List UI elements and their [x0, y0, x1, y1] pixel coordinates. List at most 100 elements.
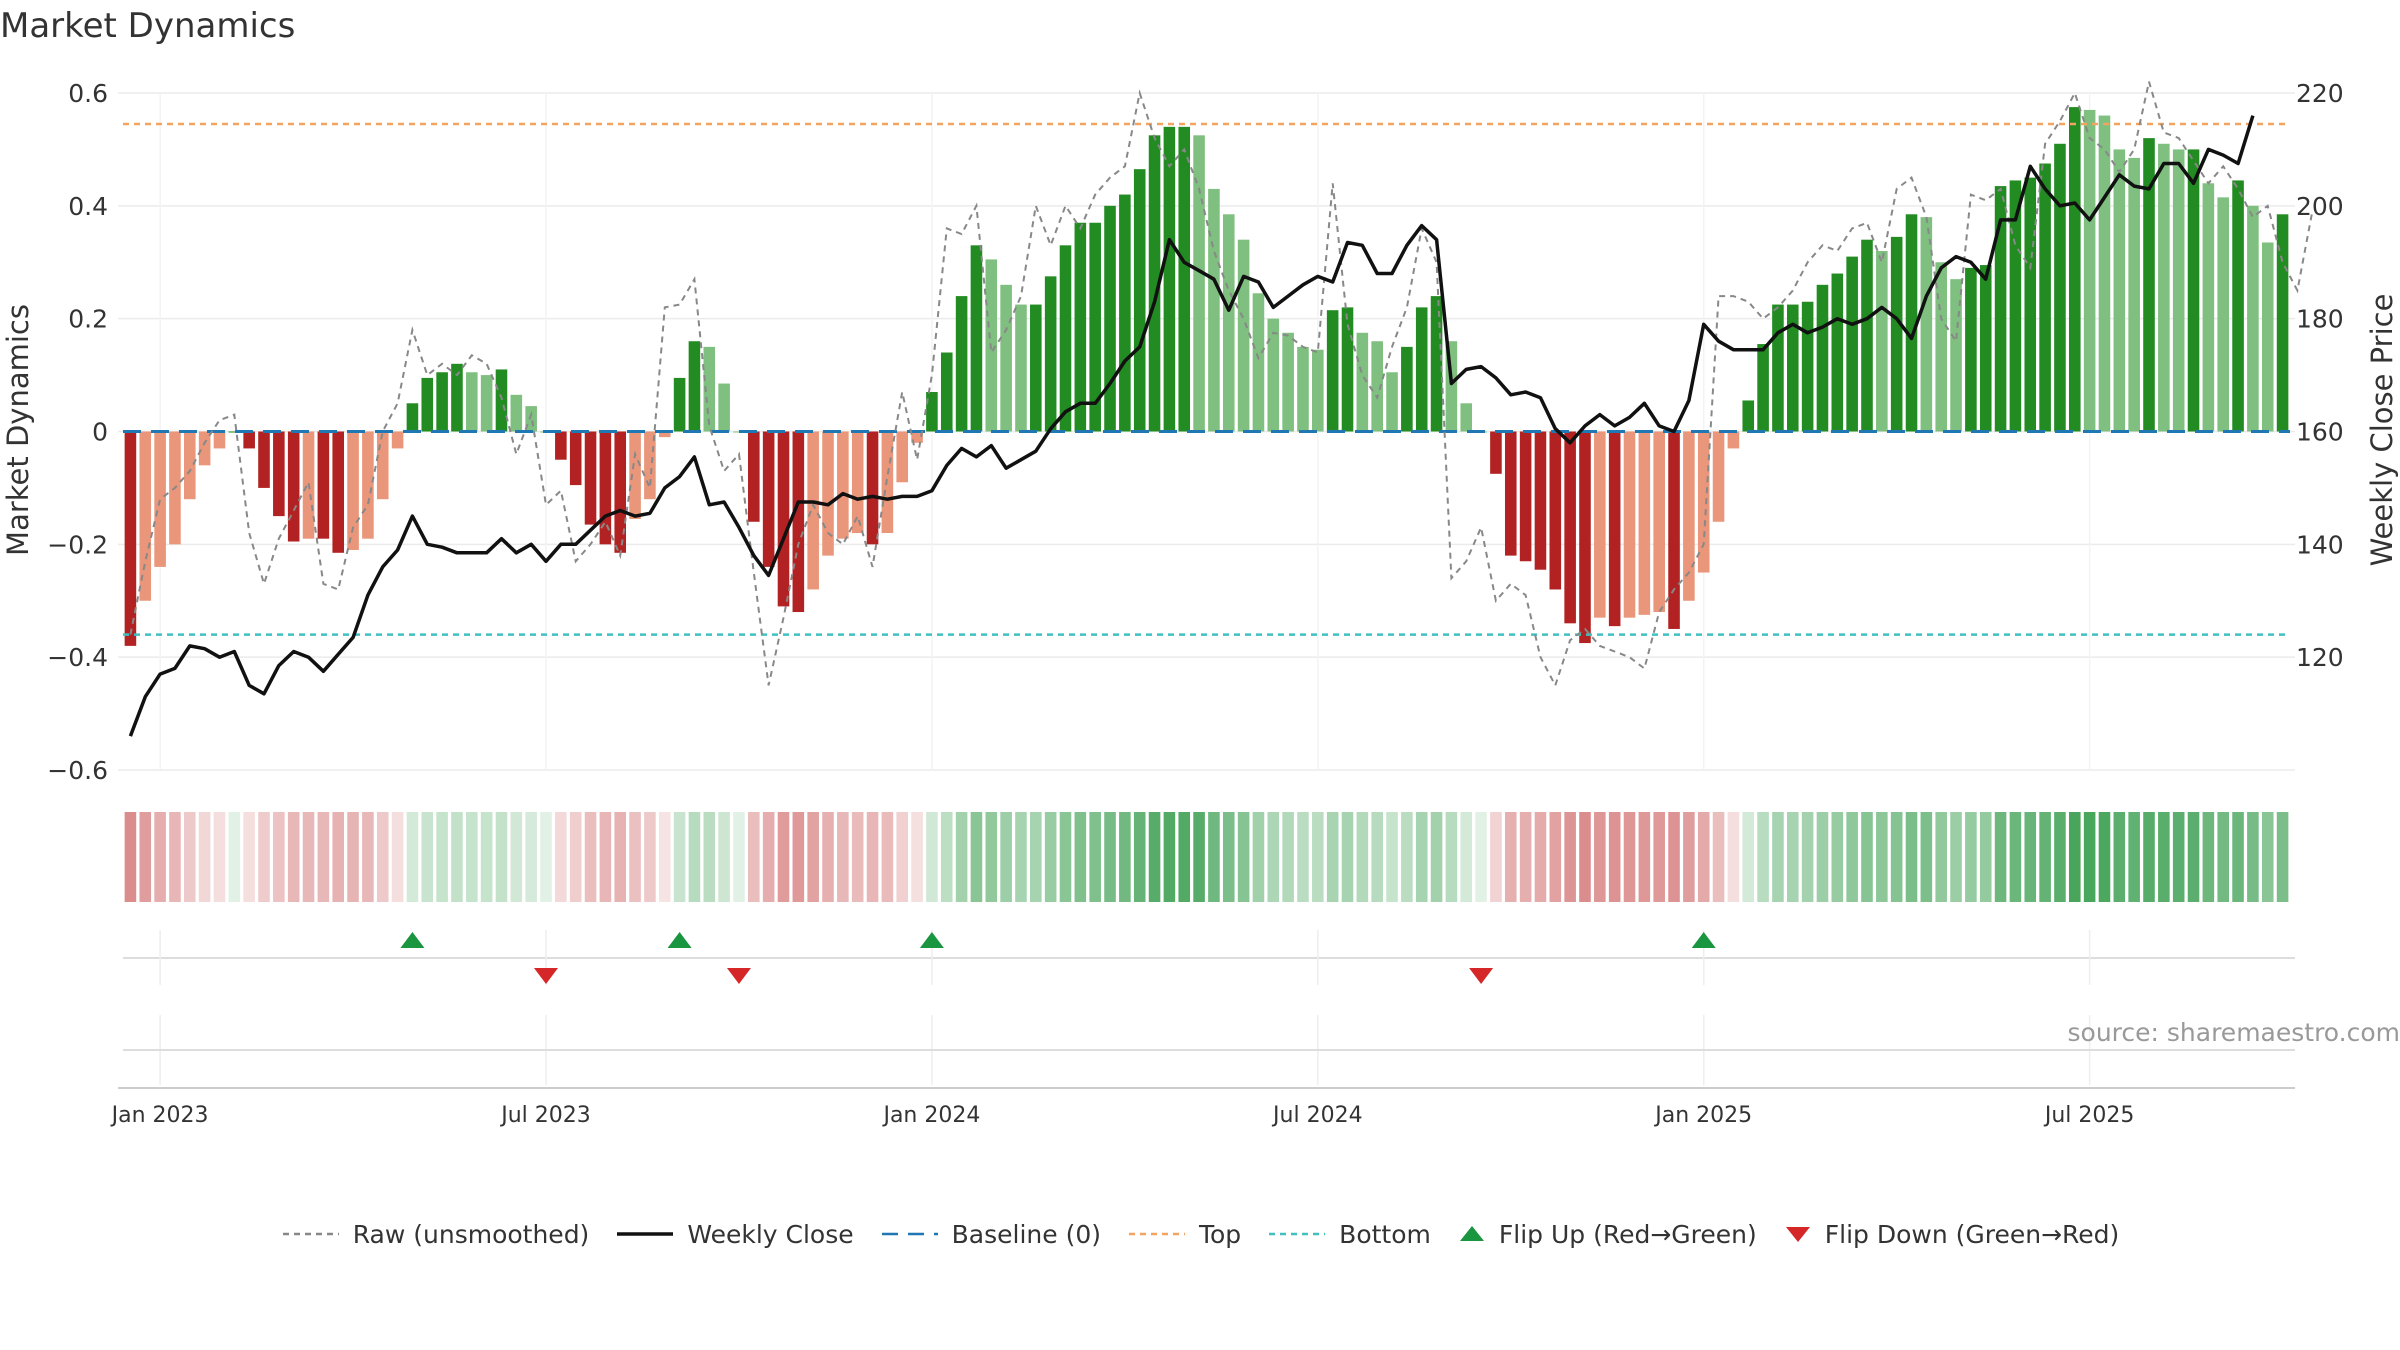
heat-cell	[1994, 812, 2007, 902]
heat-cell	[555, 812, 567, 902]
market-bar	[1920, 217, 1933, 432]
market-bar	[1861, 239, 1873, 432]
heat-cell	[1905, 812, 1918, 902]
market-bar	[1727, 431, 1740, 449]
heat-cell	[2276, 812, 2289, 902]
market-bar	[2128, 157, 2140, 432]
heat-cell	[2039, 812, 2051, 902]
heat-cell	[837, 812, 849, 902]
market-bar	[1712, 431, 1725, 522]
heat-cell	[198, 812, 211, 902]
y-tick-label: −0.4	[47, 643, 108, 672]
heat-cell	[2068, 812, 2081, 902]
heat-cell	[287, 812, 300, 902]
heat-cell	[1579, 812, 1591, 902]
market-bar	[436, 372, 448, 432]
axis-layer: 0.6 0.4 0.2 0 −0.2 −0.4 −0.6 220 200 180 160 140 120	[47, 79, 2343, 785]
market-bar	[124, 431, 137, 646]
market-bar	[748, 431, 760, 522]
market-bar	[273, 431, 285, 517]
heat-cell	[1786, 812, 1799, 902]
market-bar	[1193, 135, 1205, 432]
market-bar	[525, 406, 537, 432]
market-bar	[1401, 346, 1413, 432]
y2-tick-label: 160	[2296, 418, 2344, 447]
heat-cell	[391, 812, 404, 902]
heat-cell	[1222, 812, 1235, 902]
heat-cell	[213, 812, 226, 902]
flip-down-marker	[1469, 968, 1494, 984]
market-bar	[1356, 332, 1369, 432]
heat-cell	[688, 812, 701, 902]
market-bar	[347, 431, 359, 550]
market-bar	[1742, 400, 1755, 432]
heat-cell	[258, 812, 270, 902]
market-bar	[1044, 276, 1057, 432]
x-tick-label: Jan 2025	[1653, 1103, 1752, 1128]
market-bar	[2083, 109, 2096, 432]
heat-cell	[451, 812, 463, 902]
market-bar	[1133, 169, 1146, 432]
y2-tick-label: 120	[2296, 643, 2344, 672]
heat-cell	[154, 812, 166, 902]
market-bar	[1623, 431, 1636, 618]
market-bar	[1772, 304, 1784, 432]
heat-cell	[1712, 812, 1725, 902]
market-bar	[1282, 332, 1294, 432]
heat-cell	[228, 812, 241, 902]
heat-cell	[2217, 812, 2229, 902]
market-bar	[1222, 214, 1235, 432]
market-bar	[1386, 372, 1398, 432]
heat-cell	[733, 812, 745, 902]
market-bar	[317, 431, 330, 539]
market-bar	[1876, 250, 1888, 432]
heat-cell	[421, 812, 434, 902]
market-bar	[1415, 307, 1428, 432]
market-bar	[926, 392, 938, 432]
market-bar	[1460, 403, 1473, 432]
heat-cell	[1237, 812, 1250, 902]
market-bar	[718, 383, 730, 432]
heat-cell	[510, 812, 523, 902]
heat-cell	[1861, 812, 1873, 902]
legend-swatch-flip_down	[1785, 1227, 1810, 1242]
heat-cell	[866, 812, 879, 902]
legend-label: Top	[1198, 1219, 1242, 1249]
heat-cell	[1208, 812, 1220, 902]
market-bar	[1445, 341, 1458, 432]
heat-cell	[1445, 812, 1458, 902]
y-tick-label: 0	[92, 418, 108, 447]
market-bar	[510, 394, 523, 432]
legend-item-baseline: Baseline (0)	[880, 1220, 1101, 1249]
market-bar	[466, 372, 478, 432]
y-tick-label: 0.2	[68, 305, 108, 334]
heat-cell	[748, 812, 760, 902]
market-bar	[228, 431, 241, 433]
heat-cell	[2143, 812, 2155, 902]
heat-cell	[2247, 812, 2259, 902]
heat-cell	[1683, 812, 1695, 902]
heat-cell	[139, 812, 152, 902]
heat-cell	[2232, 812, 2244, 902]
market-bar	[1549, 431, 1562, 590]
heat-cell	[1653, 812, 1665, 902]
heat-cell	[2158, 812, 2170, 902]
heat-cell	[169, 812, 181, 902]
market-bar	[1935, 262, 1947, 432]
flip-up-marker	[667, 932, 692, 948]
heat-cell	[985, 812, 998, 902]
heat-cell	[644, 812, 656, 902]
heat-cell	[1000, 812, 1012, 902]
market-bar	[2098, 115, 2111, 432]
market-bar	[1786, 304, 1799, 432]
market-bar	[1208, 188, 1220, 432]
market-bar	[1579, 431, 1591, 644]
market-bar	[1994, 186, 2007, 432]
heat-cell	[466, 812, 478, 902]
market-bar	[1178, 126, 1191, 432]
market-bar	[1638, 431, 1651, 615]
market-bar	[955, 296, 968, 432]
heat-cell	[1534, 812, 1547, 902]
heat-cell	[495, 812, 508, 902]
